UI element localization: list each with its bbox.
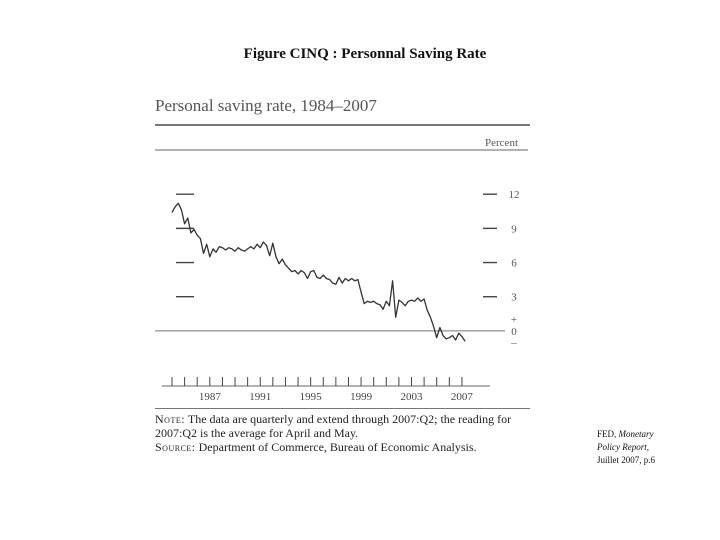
citation-line-3: Juillet 2007, p.6: [597, 455, 655, 465]
saving-rate-line: [171, 202, 466, 342]
y-tick-label: 0: [511, 326, 517, 338]
note-label: Note:: [155, 412, 186, 426]
y-tick-label: 6: [511, 258, 517, 270]
chart-title: Personal saving rate, 1984–2007: [155, 96, 377, 115]
note-line: Note: The data are quarterly and extend …: [155, 412, 527, 440]
x-tick-label: 1987: [199, 391, 222, 403]
chart-notes: Note: The data are quarterly and extend …: [155, 412, 527, 454]
negative-sign-mark: –: [510, 337, 517, 349]
x-tick-label: 1999: [350, 391, 373, 403]
source-citation: FED, Monetary Policy Report, Juillet 200…: [597, 428, 717, 467]
citation-prefix: FED,: [597, 429, 619, 439]
chart-top-rule: [155, 124, 530, 126]
note-text: The data are quarterly and extend throug…: [155, 412, 512, 440]
x-tick-label: 1991: [249, 391, 271, 403]
note-top-rule: [155, 408, 530, 409]
source-text: Department of Commerce, Bureau of Econom…: [198, 440, 477, 454]
positive-sign-mark: +: [511, 314, 517, 326]
citation-line-1: FED, Monetary: [597, 428, 717, 441]
x-tick-label: 1995: [300, 391, 323, 403]
source-label: Source:: [155, 440, 196, 454]
x-tick-label: 2007: [451, 391, 474, 403]
source-line: Source: Department of Commerce, Bureau o…: [155, 440, 527, 454]
citation-title-part-1: Monetary: [618, 429, 654, 439]
y-tick-label: 9: [511, 223, 517, 235]
citation-line-2: Policy Report,: [597, 441, 717, 454]
y-tick-label: 3: [511, 292, 517, 304]
y-axis-label: Percent: [485, 137, 518, 149]
x-tick-label: 2003: [400, 391, 423, 403]
slide-title: Figure CINQ : Personnal Saving Rate: [243, 46, 487, 62]
saving-rate-chart: Percent 12 9 6 3 0 + – 1987 1991 1995 1999 2003 2…: [155, 137, 528, 403]
y-tick-label: 12: [509, 189, 520, 201]
citation-title-part-2: Policy Report,: [597, 442, 649, 452]
